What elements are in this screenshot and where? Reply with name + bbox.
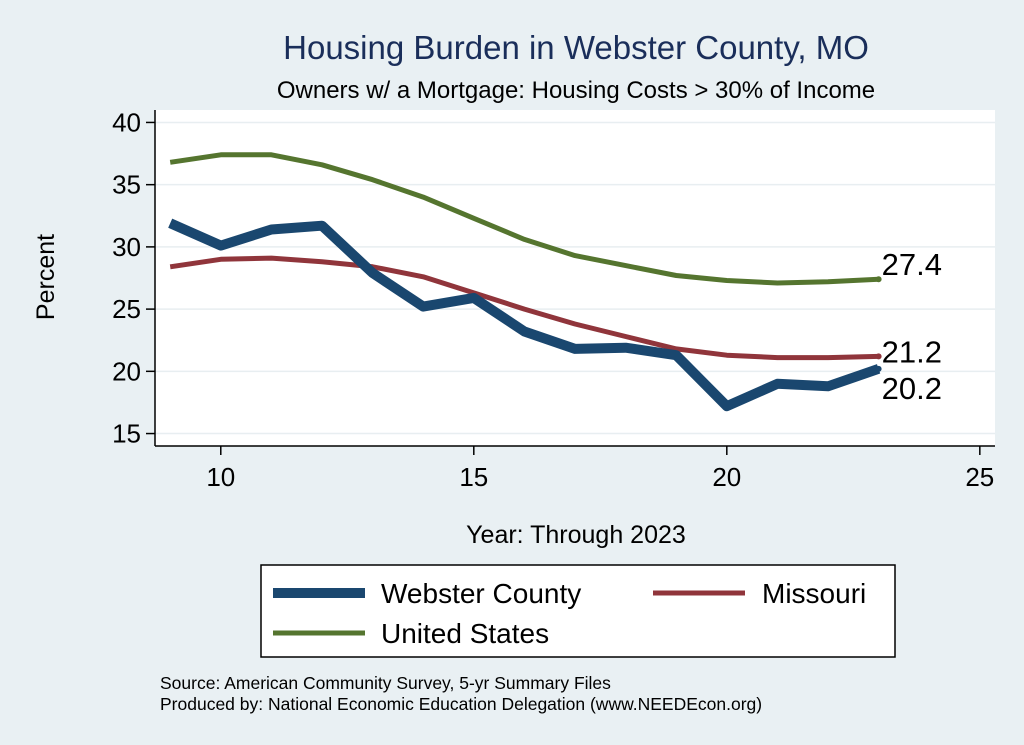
- series-line-webster-county: [168, 218, 881, 412]
- end-label-webster-county: 20.2: [882, 371, 942, 406]
- legend-label-webster-county: Webster County: [381, 578, 581, 609]
- end-point-webster-county: [875, 365, 882, 372]
- y-tick-label-40: 40: [112, 107, 141, 137]
- legend-label-missouri: Missouri: [762, 578, 866, 609]
- x-tick-label-20: 20: [712, 462, 741, 492]
- axes: 15 20 25 30 35 40 10 15 20 25: [112, 107, 995, 492]
- y-axis-label: Percent: [32, 234, 60, 320]
- end-label-united-states: 27.4: [882, 247, 942, 282]
- legend: Webster County Missouri United States: [260, 564, 896, 658]
- grid: [155, 121, 995, 435]
- chart-title: Housing Burden in Webster County, MO: [283, 29, 869, 66]
- y-tick-label-25: 25: [112, 294, 141, 324]
- end-label-missouri: 21.2: [882, 334, 942, 369]
- y-tick-label-35: 35: [112, 170, 141, 200]
- x-tick-label-15: 15: [459, 462, 488, 492]
- end-point-united-states: [875, 276, 882, 283]
- series-line-united-states: [169, 152, 879, 286]
- y-tick-label-30: 30: [112, 232, 141, 262]
- legend-box: [260, 564, 896, 658]
- end-labels: 20.221.2 27.4: [882, 247, 942, 406]
- x-tick-label-25: 25: [965, 462, 994, 492]
- source-line-1: Source: American Community Survey, 5-yr …: [160, 673, 611, 693]
- y-tick-label-20: 20: [112, 356, 141, 386]
- end-point-missouri: [875, 353, 882, 360]
- y-tick-label-15: 15: [112, 419, 141, 449]
- source-line-2: Produced by: National Economic Education…: [160, 694, 762, 714]
- series-lines: [168, 152, 882, 412]
- x-axis-label: Year: Through 2023: [466, 521, 686, 549]
- series-line-missouri: [169, 255, 879, 361]
- legend-label-united-states: United States: [381, 618, 549, 649]
- x-tick-label-10: 10: [206, 462, 235, 492]
- chart-subtitle: Owners w/ a Mortgage: Housing Costs > 30…: [277, 77, 875, 104]
